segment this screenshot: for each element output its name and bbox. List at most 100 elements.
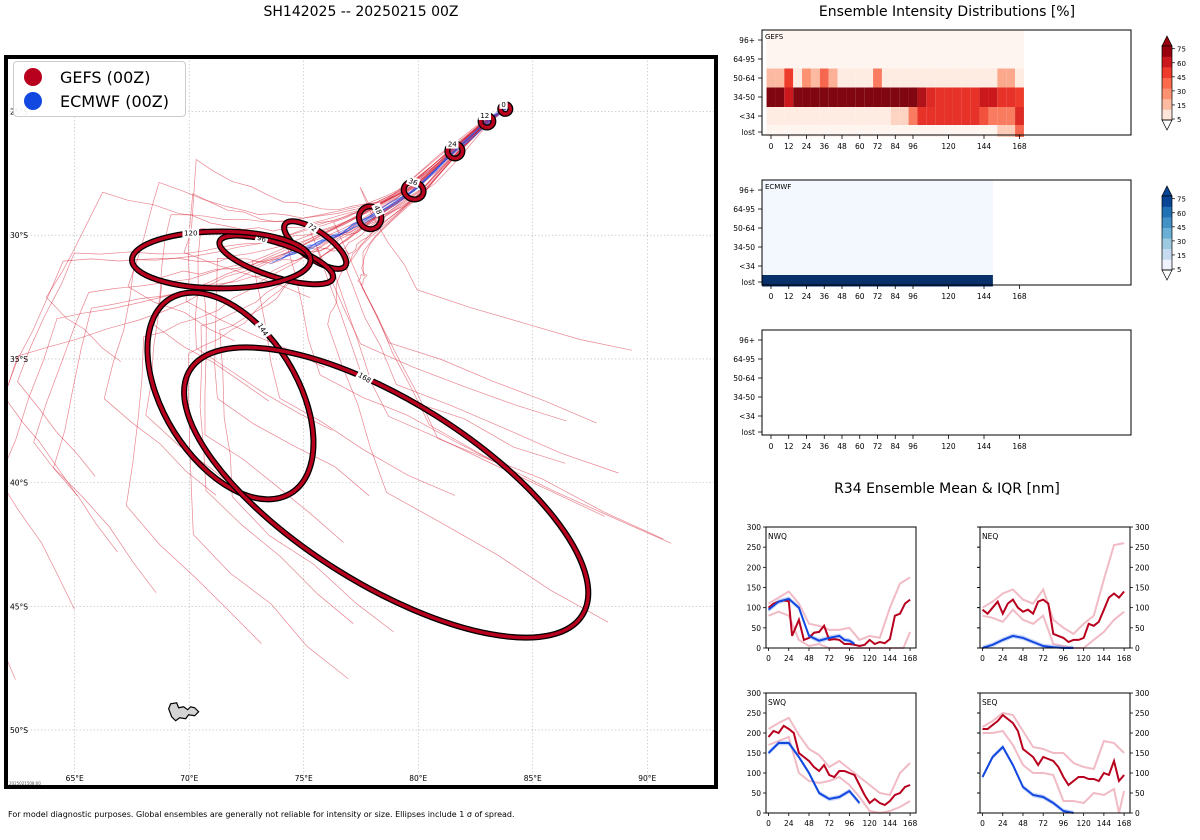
heatmap-cell	[1015, 107, 1024, 125]
heatmap-ytick-label: 64-95	[733, 355, 755, 364]
colorbar-segment	[1162, 227, 1172, 239]
heatmap-cell	[935, 68, 945, 88]
heatmap-xtick-label: 48	[837, 442, 847, 451]
r34-ytick-label: 300	[747, 523, 762, 532]
colorbar-segment	[1162, 56, 1172, 68]
ecmwf-member-track	[284, 108, 506, 257]
ellipse-label: 72	[306, 222, 318, 234]
heatmap-ytick-label: <34	[739, 112, 755, 121]
colorbar-max-arrow	[1161, 185, 1173, 197]
map-lon-tick-label: 80°E	[409, 774, 427, 783]
heatmap-cell	[979, 30, 989, 50]
colorbar-1: 5 15 30 45 60 75	[1161, 35, 1186, 131]
colorbar-2: 5 15 30 45 60 75	[1161, 185, 1186, 281]
r34-ytick-label: 100	[747, 604, 762, 613]
ellipse-label-bg	[355, 369, 375, 386]
heatmap-panel-2: ECMWF lost <34 34-50 50-64 64-95 96+ 0 12 24 36 48 6…	[733, 179, 1132, 301]
heatmap-cell	[944, 87, 953, 107]
colorbar-segment	[1162, 98, 1172, 110]
gefs-member-track	[199, 108, 506, 624]
heatmap-cell	[979, 125, 989, 137]
legend-swatch-ecmwf	[24, 92, 42, 110]
heatmap-cell	[802, 49, 811, 69]
r34-xtick-label: 168	[1117, 654, 1132, 663]
heatmap-cell	[784, 49, 794, 69]
ecmwf-mean-line	[981, 745, 1074, 814]
r34-ytick-label: 0	[756, 809, 761, 818]
gefs-member-track	[53, 108, 506, 593]
footnote: For model diagnostic purposes. Global en…	[8, 810, 515, 819]
heatmap-xtick-label: 36	[819, 292, 829, 301]
heatmap-cell	[837, 68, 847, 88]
ecmwf-mean-line	[767, 742, 861, 804]
heatmap-frame	[761, 29, 1132, 136]
r34-xtick-label: 72	[1038, 654, 1048, 663]
heatmap-xtick-label: 72	[873, 442, 883, 451]
r34-ytick-label: 50	[1135, 624, 1145, 633]
map-lon-tick-label: 90°E	[638, 774, 656, 783]
heatmap-cell	[970, 68, 980, 88]
ellipse-label-bg	[304, 220, 320, 235]
r34-xtick-label: 144	[1097, 819, 1112, 828]
heatmap-cell	[846, 30, 856, 50]
heatmap-cell	[952, 87, 962, 107]
heatmap-cell	[819, 68, 829, 88]
r34-xtick-label: 0	[766, 819, 771, 828]
gefs-mean-line	[982, 713, 1125, 787]
heatmap-cell	[793, 30, 803, 50]
heatmap-cell	[881, 107, 891, 125]
r34-panel-swq: SWQ 0 24 48 72 96 120 144 168 0 50 100 150 200 250 300	[747, 689, 980, 828]
heatmap-cell	[970, 107, 980, 125]
r34-xtick-label: 144	[1097, 654, 1112, 663]
r34-ytick-label: 200	[1135, 563, 1150, 572]
colorbar-segment	[1162, 248, 1172, 260]
heatmap-cell	[935, 87, 945, 107]
heatmap-xtick-label: 12	[784, 142, 794, 151]
heatmap-cell	[864, 87, 874, 107]
heatmap-cell	[899, 49, 909, 69]
colorbar-tick-label: 60	[1177, 210, 1186, 218]
heatmap-xtick-label: 0	[769, 142, 774, 151]
heatmap-cell	[944, 68, 953, 88]
r34-xtick-label: 48	[1018, 819, 1028, 828]
ellipse-label: 24	[448, 141, 457, 149]
heatmap-cell	[926, 125, 936, 137]
colorbar-tick-label: 75	[1177, 46, 1186, 54]
heatmap-cell	[881, 87, 891, 107]
r34-xtick-label: 72	[824, 654, 834, 663]
heatmap-cell	[970, 125, 980, 137]
heatmap-cell	[890, 107, 900, 125]
heatmap-xtick-label: 120	[941, 142, 956, 151]
heatmap-cell	[819, 87, 829, 107]
ellipse-label-bg	[499, 99, 508, 109]
heatmap-cell	[810, 87, 820, 107]
gefs-member-track	[17, 108, 506, 477]
gefs-iqr-upper-line	[767, 716, 911, 797]
heatmap-cell	[899, 125, 909, 137]
heatmap-cell	[793, 68, 803, 88]
map-lon-tick-label: 65°E	[66, 774, 84, 783]
map-lat-tick-label: 40°S	[10, 479, 28, 488]
ellipse-hour-96: 96	[216, 232, 337, 288]
heatmap-xtick-label: 120	[941, 442, 956, 451]
heatmap-cell	[855, 87, 865, 107]
heatmap-cell	[784, 87, 794, 107]
gefs-member-track	[188, 108, 506, 680]
heatmap-cell	[961, 30, 971, 50]
legend-label-ecmwf: ECMWF (00Z)	[60, 91, 169, 111]
heatmap-model-label: ECMWF	[765, 183, 791, 191]
r34-xtick-label: 96	[1059, 819, 1069, 828]
r34-xtick-label: 96	[1059, 654, 1069, 663]
heatmap-cell	[926, 30, 936, 50]
heatmap-cell	[997, 125, 1007, 137]
heatmap-cell	[784, 107, 794, 125]
heatmap-cell	[793, 107, 803, 125]
r34-title: R34 Ensemble Mean & IQR [nm]	[834, 481, 1060, 497]
heatmap-cell	[988, 87, 998, 107]
legend-item-gefs: GEFS (00Z)	[24, 66, 150, 88]
heatmap-cell	[988, 49, 998, 69]
r34-xtick-label: 96	[845, 819, 855, 828]
heatmap-xtick-label: 0	[769, 442, 774, 451]
gefs-member-track	[125, 108, 506, 644]
ellipse-label: 12	[480, 112, 489, 120]
